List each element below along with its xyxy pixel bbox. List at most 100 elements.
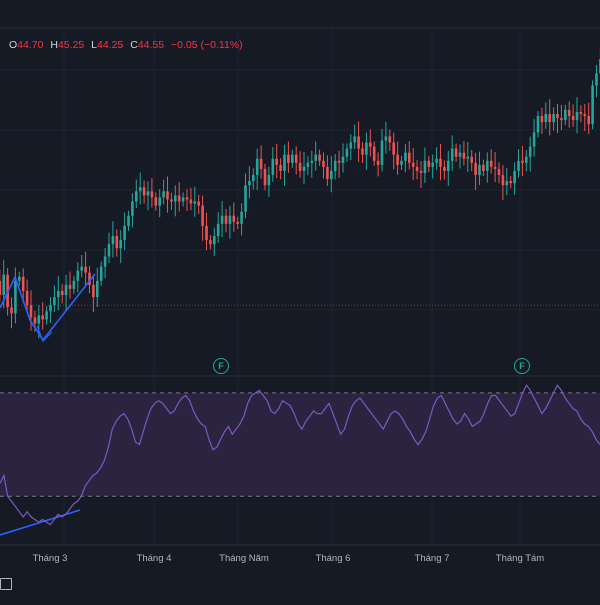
candle-body-105: [400, 160, 403, 165]
candle-body-14: [45, 311, 48, 320]
candle-body-60: [224, 215, 228, 224]
candle-body-19: [64, 284, 68, 296]
high-value: 45.25: [57, 39, 85, 51]
candle-body-31: [111, 236, 115, 245]
candle-body-43: [158, 197, 161, 206]
candle-body-137: [525, 156, 528, 163]
candle-body-126: [482, 164, 485, 171]
candle-body-140: [536, 116, 540, 133]
x-tick-label: Tháng Tám: [495, 553, 545, 564]
candle-body-39: [142, 187, 146, 196]
candle-body-52: [193, 201, 197, 204]
x-tick-label: Tháng 7: [414, 553, 450, 564]
rsi-line: [0, 384, 600, 526]
close-key: C: [130, 39, 138, 51]
low-key: L: [91, 39, 98, 51]
candle-body-72: [271, 158, 275, 176]
candle-body-133: [509, 181, 512, 184]
candle-body-123: [470, 156, 473, 163]
candle-body-79: [298, 162, 302, 171]
candle-body-104: [396, 154, 399, 165]
candle-body-152: [583, 114, 587, 117]
candle-body-32: [115, 236, 119, 249]
candle-body-154: [591, 85, 594, 125]
candle-body-150: [575, 111, 579, 121]
candle-body-10: [29, 305, 33, 318]
calendar-icon[interactable]: [0, 578, 12, 590]
candle-body-26: [92, 284, 95, 298]
candle-body-122: [466, 156, 470, 159]
candle-body-128: [489, 160, 493, 167]
candle-body-117: [447, 160, 450, 171]
candle-body-16: [53, 297, 56, 306]
candle-body-20: [68, 284, 72, 289]
candle-body-139: [532, 132, 536, 147]
candle-body-119: [454, 148, 458, 157]
candle-body-67: [252, 175, 255, 182]
candle-body-75: [283, 154, 286, 171]
candle-body-141: [540, 116, 544, 123]
candle-body-68: [255, 158, 259, 176]
candle-body-87: [330, 170, 333, 180]
candle-body-2: [0, 280, 2, 296]
candle-body-127: [486, 160, 489, 171]
candle-body-57: [213, 236, 216, 245]
candle-body-76: [287, 154, 290, 163]
candle-body-89: [337, 160, 341, 163]
candle-body-77: [291, 154, 294, 163]
candle-body-50: [185, 197, 189, 200]
candle-body-18: [60, 291, 64, 296]
candle-body-51: [189, 199, 193, 204]
candle-body-129: [493, 166, 497, 169]
marker-f-aug[interactable]: F: [514, 358, 530, 374]
candle-body-38: [138, 187, 142, 192]
candle-body-96: [365, 142, 368, 155]
candle-body-64: [240, 211, 243, 224]
candle-body-120: [458, 152, 462, 157]
candle-body-132: [505, 181, 509, 186]
candle-body-125: [478, 164, 481, 176]
candle-body-83: [314, 154, 317, 161]
candle-body-147: [564, 109, 567, 121]
candle-body-48: [177, 195, 181, 202]
candle-body-97: [369, 142, 372, 147]
candle-body-61: [228, 215, 232, 224]
candle-body-12: [37, 315, 41, 324]
candle-body-151: [579, 111, 583, 114]
candle-body-70: [263, 168, 267, 186]
candle-body-24: [84, 266, 87, 273]
candle-body-146: [560, 118, 563, 121]
x-tick-label: Tháng Năm: [219, 553, 269, 564]
close-value: 44.55: [137, 39, 165, 51]
candle-body-8: [21, 276, 25, 291]
candle-body-148: [567, 109, 571, 117]
candle-body-55: [205, 225, 208, 241]
candle-body-15: [49, 305, 52, 312]
candle-body-142: [544, 114, 548, 123]
candle-body-62: [232, 215, 236, 222]
open-key: O: [9, 39, 18, 51]
candle-body-84: [318, 154, 321, 161]
candle-body-54: [201, 205, 204, 226]
x-tick-label: Tháng 4: [136, 553, 172, 564]
candle-body-110: [419, 170, 423, 173]
change-value: −0.05 (−0.11%): [171, 39, 243, 51]
candle-body-58: [216, 223, 220, 237]
candle-body-155: [595, 73, 598, 86]
candle-body-121: [462, 152, 466, 159]
candle-body-36: [131, 201, 134, 216]
candle-body-65: [244, 185, 247, 212]
candle-body-102: [388, 136, 392, 143]
candle-body-95: [361, 148, 364, 155]
candle-body-101: [384, 136, 388, 141]
candle-body-7: [18, 276, 21, 281]
candle-body-136: [521, 160, 524, 163]
marker-f-may[interactable]: F: [213, 358, 229, 374]
candle-body-134: [513, 170, 516, 184]
candle-body-81: [306, 162, 310, 167]
candle-body-131: [501, 175, 505, 186]
candle-body-85: [322, 160, 325, 167]
candle-body-21: [72, 280, 76, 289]
candle-body-112: [427, 160, 431, 167]
candle-body-90: [341, 156, 345, 163]
